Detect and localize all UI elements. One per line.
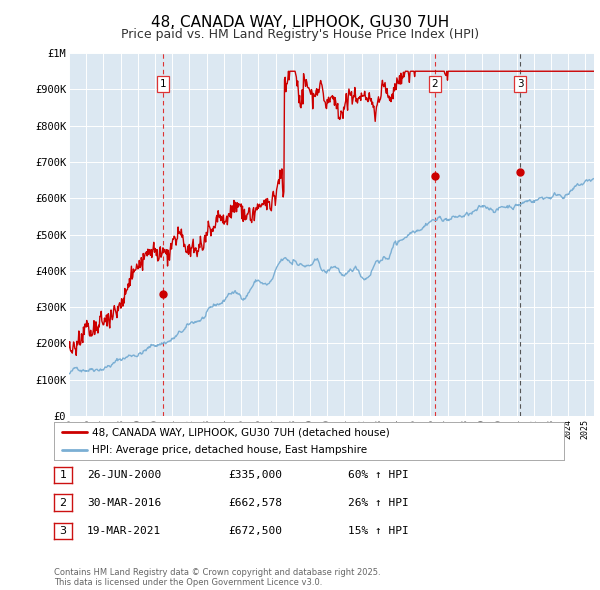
- Text: £662,578: £662,578: [228, 498, 282, 507]
- Text: 2: 2: [59, 498, 67, 507]
- Text: £335,000: £335,000: [228, 470, 282, 480]
- Text: 30-MAR-2016: 30-MAR-2016: [87, 498, 161, 507]
- Text: 48, CANADA WAY, LIPHOOK, GU30 7UH (detached house): 48, CANADA WAY, LIPHOOK, GU30 7UH (detac…: [92, 427, 390, 437]
- Text: 2: 2: [431, 79, 438, 89]
- Text: 19-MAR-2021: 19-MAR-2021: [87, 526, 161, 536]
- Text: 26% ↑ HPI: 26% ↑ HPI: [348, 498, 409, 507]
- Text: 60% ↑ HPI: 60% ↑ HPI: [348, 470, 409, 480]
- Text: 1: 1: [160, 79, 167, 89]
- Text: 3: 3: [59, 526, 67, 536]
- Text: 3: 3: [517, 79, 524, 89]
- Text: 1: 1: [59, 470, 67, 480]
- Text: 15% ↑ HPI: 15% ↑ HPI: [348, 526, 409, 536]
- Text: 26-JUN-2000: 26-JUN-2000: [87, 470, 161, 480]
- Text: 48, CANADA WAY, LIPHOOK, GU30 7UH: 48, CANADA WAY, LIPHOOK, GU30 7UH: [151, 15, 449, 30]
- Text: Price paid vs. HM Land Registry's House Price Index (HPI): Price paid vs. HM Land Registry's House …: [121, 28, 479, 41]
- Text: £672,500: £672,500: [228, 526, 282, 536]
- Text: HPI: Average price, detached house, East Hampshire: HPI: Average price, detached house, East…: [92, 445, 367, 455]
- Text: Contains HM Land Registry data © Crown copyright and database right 2025.
This d: Contains HM Land Registry data © Crown c…: [54, 568, 380, 587]
